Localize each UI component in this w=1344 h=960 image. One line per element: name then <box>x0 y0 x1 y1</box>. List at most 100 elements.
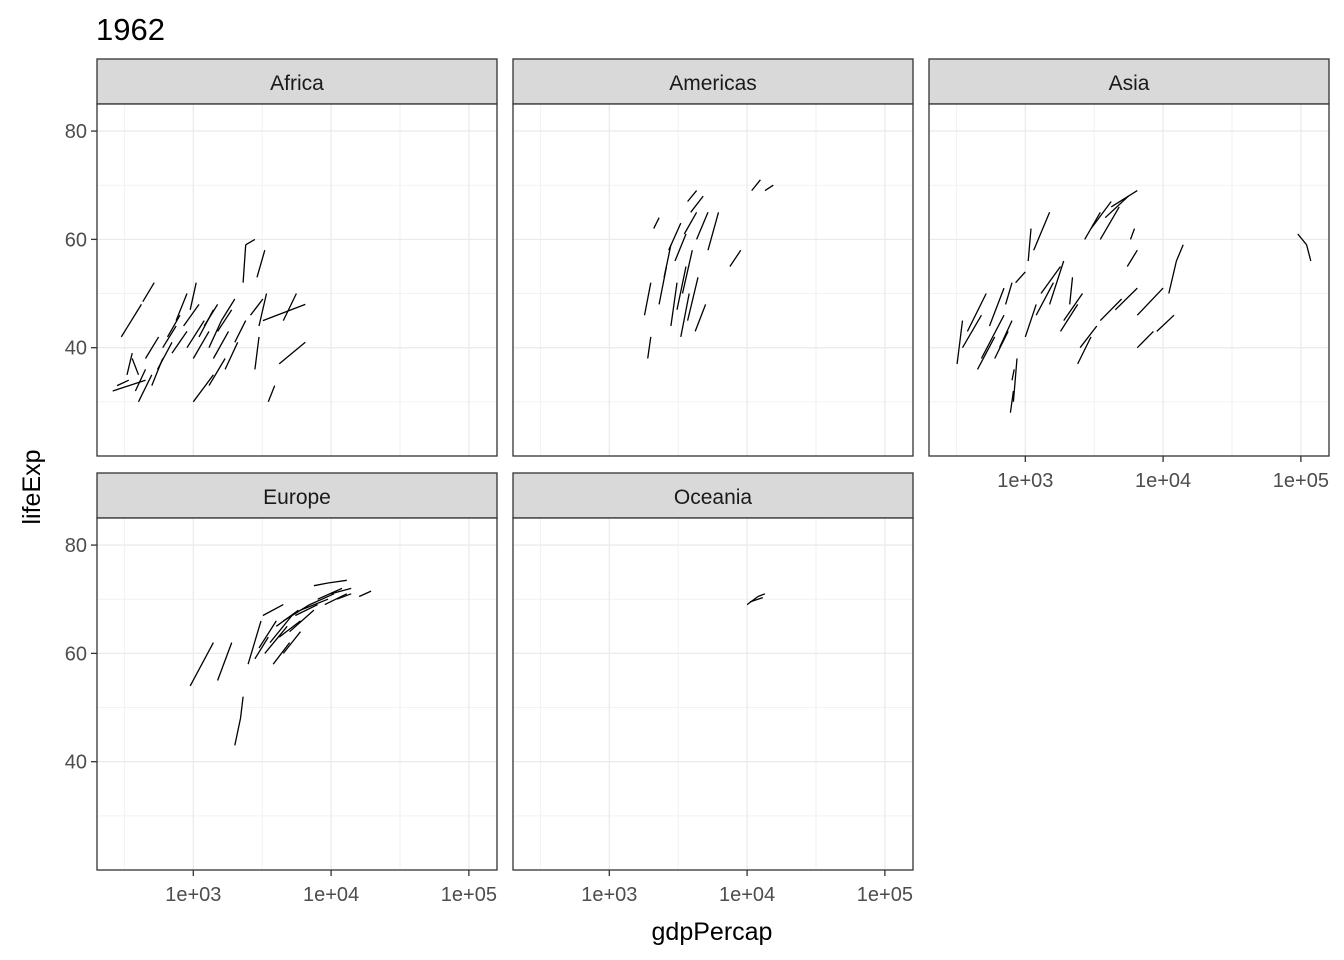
facet-panel-asia: Asia 1e+03 1e+04 1e+05 <box>928 58 1330 492</box>
facet-strip-label-oceania: Oceania <box>674 486 753 509</box>
y-tick-label: 60 <box>65 229 87 251</box>
panel-border-europe <box>96 517 498 871</box>
data-path-segment <box>976 336 996 370</box>
facet-strip-label-asia: Asia <box>1109 72 1150 95</box>
plot-area-europe <box>97 518 497 870</box>
facet-strip-label-africa: Africa <box>270 72 324 95</box>
data-path-segment <box>336 593 352 600</box>
data-path-segment <box>1090 201 1112 229</box>
data-path-segment <box>264 625 288 654</box>
data-path-segment <box>653 217 660 229</box>
panel-border-oceania <box>512 517 914 871</box>
panel-border-americas <box>512 103 914 457</box>
data-path-segment <box>313 582 329 587</box>
x-tick-label: 1e+04 <box>719 884 775 906</box>
data-path-segment <box>663 244 672 278</box>
facet-strip-africa <box>96 58 498 105</box>
data-path-segment <box>1035 282 1054 316</box>
data-path-segment <box>1069 277 1074 305</box>
data-path-segment <box>1297 233 1308 246</box>
data-path-segment <box>1077 336 1092 365</box>
data-path-segment <box>707 212 720 251</box>
data-path-segment <box>247 620 262 665</box>
data-path-segment <box>687 190 698 202</box>
data-path-segment <box>1063 293 1084 321</box>
data-path-segment <box>258 620 277 649</box>
data-path-segment <box>189 282 197 310</box>
data-path-segment <box>1126 249 1138 267</box>
data-path-segment <box>256 250 266 278</box>
data-path-segment <box>131 358 140 376</box>
x-tick-label: 1e+03 <box>997 470 1053 492</box>
data-path-segment <box>1033 212 1051 251</box>
data-path-segment <box>317 587 343 600</box>
data-path-segment <box>690 195 704 213</box>
data-path-segment <box>757 593 766 598</box>
panel-border-africa <box>96 103 498 457</box>
data-path-segment <box>272 642 291 665</box>
data-path-segment <box>1027 228 1032 262</box>
data-path-segment <box>670 282 678 327</box>
data-path-segment <box>961 314 982 349</box>
data-path-segment <box>183 304 200 327</box>
data-path-segment <box>694 304 707 332</box>
data-path-segment <box>156 341 173 370</box>
data-path-segment <box>249 298 264 316</box>
data-path-segment <box>262 604 284 617</box>
data-path-segment <box>278 620 301 638</box>
data-path-segment <box>144 336 160 359</box>
facet-panel-oceania: Oceania 1e+03 1e+04 1e+05 <box>512 472 914 906</box>
data-path-segment <box>674 233 687 262</box>
data-path-segment <box>1079 325 1098 349</box>
data-path-segment <box>676 266 687 310</box>
data-path-segment <box>680 293 690 338</box>
facet-panel-africa: Africa 40 60 80 <box>65 58 498 457</box>
data-path-segment <box>134 369 147 392</box>
data-path-segment <box>1059 304 1079 332</box>
data-path-segment <box>295 604 318 617</box>
data-path-segment <box>267 385 276 403</box>
data-path-segment <box>192 331 210 359</box>
plot-area-africa <box>97 104 497 456</box>
facet-strip-label-americas: Americas <box>669 72 757 95</box>
facet-strip-label-europe: Europe <box>263 486 331 509</box>
data-path-segment <box>358 590 372 598</box>
plot-area-oceania <box>513 518 913 870</box>
data-path-segment <box>175 293 188 321</box>
data-path-segment <box>324 593 348 606</box>
data-path-segment <box>729 249 742 267</box>
y-tick-label: 80 <box>65 121 87 143</box>
data-path-segment <box>998 320 1013 348</box>
data-path-segment <box>208 358 226 386</box>
data-path-segment <box>234 718 242 746</box>
data-path-segment <box>262 303 306 322</box>
data-path-segment <box>647 336 652 359</box>
data-path-segment <box>216 642 233 681</box>
data-path-segment <box>1104 195 1129 219</box>
data-path-segment <box>956 320 964 364</box>
data-path-segment <box>269 615 293 644</box>
panel-border-asia <box>928 103 1330 457</box>
data-path-segment <box>696 212 709 240</box>
y-tick-label: 80 <box>65 535 87 557</box>
data-path-segment <box>239 696 244 719</box>
data-path-segment <box>278 341 306 365</box>
x-axis-title: gdpPercap <box>652 918 773 946</box>
plot-area-americas <box>513 104 913 456</box>
data-path-segment <box>212 331 230 359</box>
chart-title: 1962 <box>96 12 165 47</box>
data-path-segment <box>1114 287 1138 311</box>
data-path-segment <box>1012 358 1018 402</box>
y-tick-label: 60 <box>65 643 87 665</box>
x-tick-label: 1e+04 <box>1135 470 1191 492</box>
data-path-segment <box>330 587 352 595</box>
data-path-segment <box>282 604 311 622</box>
data-path-segment <box>686 277 699 321</box>
data-path-segment <box>254 336 260 370</box>
x-tick-label: 1e+05 <box>1273 470 1329 492</box>
data-path-segment <box>208 320 222 348</box>
x-tick-label: 1e+04 <box>303 884 359 906</box>
data-path-segment <box>142 282 155 303</box>
data-path-segment <box>289 609 315 633</box>
